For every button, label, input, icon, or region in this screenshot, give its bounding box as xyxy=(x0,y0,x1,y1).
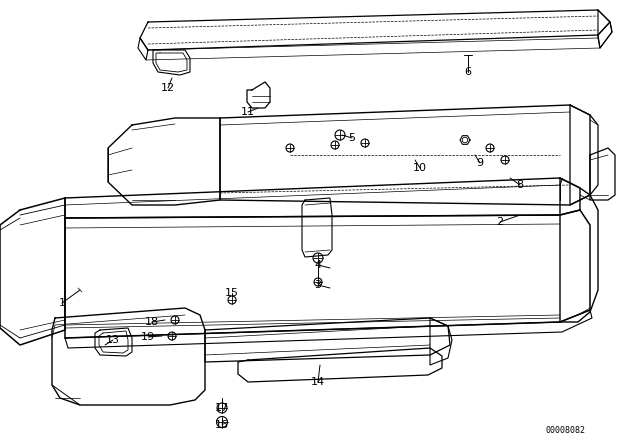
Text: 2: 2 xyxy=(497,217,504,227)
Text: 16: 16 xyxy=(215,420,229,430)
Text: 3: 3 xyxy=(314,280,321,290)
Text: 4: 4 xyxy=(314,260,321,270)
Text: 5: 5 xyxy=(349,133,355,143)
Text: 18: 18 xyxy=(145,317,159,327)
Text: 13: 13 xyxy=(106,335,120,345)
Text: 15: 15 xyxy=(225,288,239,298)
Text: 14: 14 xyxy=(311,377,325,387)
Text: 9: 9 xyxy=(476,158,484,168)
Text: 1: 1 xyxy=(58,298,65,308)
Text: 19: 19 xyxy=(141,332,155,342)
Text: 11: 11 xyxy=(241,107,255,117)
Text: 00008082: 00008082 xyxy=(545,426,585,435)
Text: 17: 17 xyxy=(215,403,229,413)
Text: 12: 12 xyxy=(161,83,175,93)
Text: 7: 7 xyxy=(556,178,564,188)
Text: 10: 10 xyxy=(413,163,427,173)
Text: 8: 8 xyxy=(516,180,524,190)
Text: 6: 6 xyxy=(465,67,472,77)
